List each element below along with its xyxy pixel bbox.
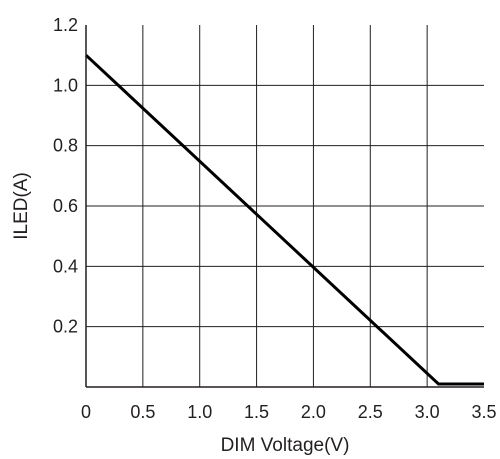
x-tick-label-6: 3.0 — [415, 402, 440, 422]
x-axis-label: DIM Voltage(V) — [221, 435, 350, 456]
x-tick-label-5: 2.5 — [358, 402, 383, 422]
x-tick-label-2: 1.0 — [187, 402, 212, 422]
y-tick-label-4: 1.0 — [53, 75, 78, 95]
x-tick-label-0: 0 — [81, 402, 91, 422]
y-axis-label: ILED(A) — [11, 172, 32, 240]
y-tick-label-3: 0.8 — [53, 136, 78, 156]
y-tick-label-5: 1.2 — [53, 15, 78, 35]
x-tick-label-4: 2.0 — [301, 402, 326, 422]
y-tick-label-2: 0.6 — [53, 196, 78, 216]
series-layer — [84, 54, 484, 386]
x-tick-label-3: 1.5 — [244, 402, 269, 422]
x-tick-label-1: 0.5 — [130, 402, 155, 422]
y-tick-label-1: 0.4 — [53, 256, 78, 276]
x-tick-label-7: 3.5 — [471, 402, 496, 422]
tick-labels: 0 0.5 1.0 1.5 2.0 2.5 3.0 3.5 0.2 0.4 0.6 0.8 1.0 1.2 — [53, 15, 497, 422]
grid — [86, 25, 484, 387]
y-tick-label-0: 0.2 — [53, 317, 78, 337]
series-line-0 — [84, 54, 484, 386]
plot-frame — [85, 25, 484, 388]
